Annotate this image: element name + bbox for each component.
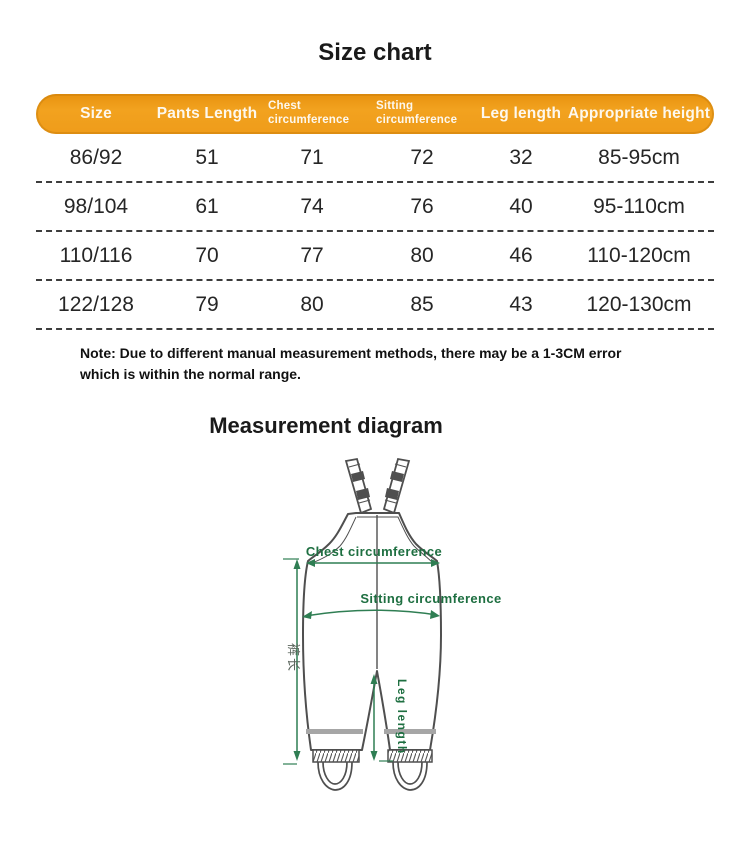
measurement-diagram: Chest circumference Sitting circumferenc… [0, 453, 750, 813]
ribbed-cuffs [312, 749, 433, 763]
cell-size: 86/92 [69, 145, 123, 169]
pants-length-cn-label: 裤长 [286, 643, 301, 673]
cell-leg: 46 [509, 243, 533, 267]
measurement-diagram-title: Measurement diagram [209, 413, 443, 438]
cell-sitting: 76 [410, 194, 434, 218]
sitting-circumference-label: Sitting circumference [360, 591, 501, 606]
cell-height: 95-110cm [593, 194, 685, 218]
size-table-header: Size Pants Length Chest circumference Si… [36, 94, 714, 134]
cell-chest: 80 [300, 292, 324, 316]
col-size: Size [80, 105, 112, 122]
size-chart-title: Size chart [318, 39, 432, 66]
cell-pants-length: 79 [195, 292, 219, 316]
cell-size: 122/128 [58, 292, 134, 316]
cell-leg: 32 [509, 145, 533, 169]
suspender-straps [344, 457, 411, 515]
cell-height: 120-130cm [586, 292, 692, 316]
cell-sitting: 85 [410, 292, 434, 316]
table-row: 122/128 79 80 85 43 120-130cm [36, 281, 714, 330]
cell-size: 110/116 [59, 243, 133, 267]
col-appropriate-height: Appropriate height [567, 105, 711, 122]
table-row: 110/116 70 77 80 46 110-120cm [36, 232, 714, 281]
cell-pants-length: 70 [195, 243, 219, 267]
cell-chest: 74 [300, 194, 324, 218]
cell-size: 98/104 [63, 194, 129, 218]
col-sitting-circumference: Sitting circumference [376, 100, 458, 126]
col-leg-length: Leg length [480, 105, 562, 122]
overalls-diagram: Chest circumference Sitting circumferenc… [283, 457, 501, 791]
leg-length-dimension [370, 674, 393, 762]
cell-height: 110-120cm [587, 243, 691, 267]
leg-length-label: Leg length [395, 679, 409, 755]
cell-leg: 40 [509, 194, 533, 218]
cell-pants-length: 51 [195, 145, 219, 169]
col-chest-circumference: Chest circumference [268, 100, 350, 126]
cell-chest: 77 [300, 243, 324, 267]
chest-dimension [306, 559, 440, 567]
stirrup-loops [317, 761, 428, 791]
col-pants-length: Pants Length [156, 105, 258, 122]
cell-height: 85-95cm [598, 145, 680, 169]
table-row: 86/92 51 71 72 32 85-95cm [36, 134, 714, 183]
cell-leg: 43 [509, 292, 533, 316]
measurement-note: Note: Due to different manual measuremen… [80, 345, 622, 382]
table-row: 98/104 61 74 76 40 95-110cm [36, 183, 714, 232]
cell-pants-length: 61 [195, 194, 219, 218]
cell-chest: 71 [300, 145, 324, 169]
chest-circumference-label: Chest circumference [306, 544, 442, 559]
size-table: Size Pants Length Chest circumference Si… [36, 94, 714, 385]
pants-outline [302, 512, 442, 751]
sitting-dimension [302, 609, 440, 619]
pants-length-dimension [283, 558, 301, 765]
leg-bands [306, 729, 436, 734]
cell-sitting: 72 [410, 145, 434, 169]
cell-sitting: 80 [410, 243, 434, 267]
